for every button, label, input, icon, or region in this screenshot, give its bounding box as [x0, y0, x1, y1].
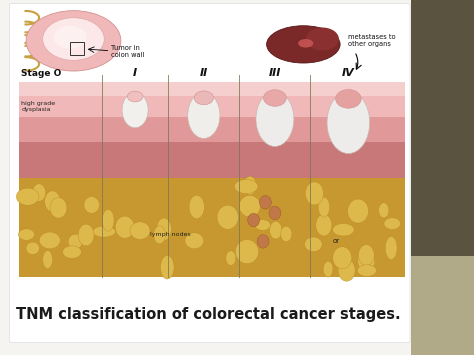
Ellipse shape: [338, 259, 355, 281]
Ellipse shape: [270, 222, 282, 239]
Ellipse shape: [189, 195, 204, 219]
Ellipse shape: [298, 39, 313, 48]
Ellipse shape: [247, 213, 259, 227]
Ellipse shape: [305, 182, 323, 205]
Ellipse shape: [17, 188, 39, 205]
Text: metastases to
other organs: metastases to other organs: [348, 34, 396, 47]
Ellipse shape: [32, 184, 46, 201]
Ellipse shape: [194, 91, 213, 105]
Ellipse shape: [26, 11, 121, 71]
FancyBboxPatch shape: [9, 4, 410, 343]
Ellipse shape: [347, 199, 368, 223]
Ellipse shape: [54, 26, 87, 49]
Ellipse shape: [234, 180, 258, 193]
Ellipse shape: [68, 234, 82, 249]
Ellipse shape: [102, 209, 114, 231]
Ellipse shape: [239, 195, 260, 217]
Bar: [19, 82, 405, 96]
Ellipse shape: [130, 222, 150, 239]
Ellipse shape: [385, 236, 397, 260]
Ellipse shape: [154, 226, 166, 244]
Ellipse shape: [84, 197, 100, 213]
Ellipse shape: [157, 218, 172, 241]
Bar: [19, 96, 405, 117]
Ellipse shape: [43, 18, 104, 60]
Bar: [411, 256, 474, 355]
Ellipse shape: [115, 216, 135, 238]
Ellipse shape: [78, 224, 94, 246]
Ellipse shape: [269, 206, 281, 220]
Ellipse shape: [379, 203, 389, 218]
Ellipse shape: [316, 214, 332, 236]
Text: I: I: [133, 68, 137, 78]
Bar: [19, 117, 405, 142]
Ellipse shape: [336, 89, 361, 108]
Ellipse shape: [257, 235, 269, 248]
Ellipse shape: [236, 240, 259, 264]
Ellipse shape: [161, 256, 174, 279]
Ellipse shape: [45, 191, 60, 212]
Ellipse shape: [50, 198, 67, 218]
Ellipse shape: [93, 226, 116, 237]
Ellipse shape: [43, 251, 53, 269]
Ellipse shape: [358, 250, 375, 272]
Ellipse shape: [333, 224, 354, 236]
Ellipse shape: [358, 245, 374, 266]
Ellipse shape: [281, 226, 292, 242]
Text: Tumor in
colon wall: Tumor in colon wall: [111, 45, 145, 58]
Bar: [70, 42, 84, 55]
Text: lymph nodes: lymph nodes: [150, 232, 191, 237]
Ellipse shape: [127, 91, 143, 102]
Ellipse shape: [306, 27, 339, 51]
Ellipse shape: [264, 90, 286, 106]
Text: III: III: [269, 68, 281, 78]
Text: IV: IV: [342, 68, 355, 78]
Text: Stage O: Stage O: [21, 69, 62, 78]
Ellipse shape: [256, 91, 294, 146]
Ellipse shape: [259, 196, 271, 209]
Ellipse shape: [39, 232, 60, 249]
Text: or: or: [333, 239, 340, 244]
Bar: [19, 142, 405, 178]
Ellipse shape: [63, 246, 82, 258]
Ellipse shape: [18, 229, 35, 240]
Ellipse shape: [318, 197, 330, 217]
Bar: [19, 178, 405, 277]
Ellipse shape: [226, 251, 236, 266]
Ellipse shape: [357, 265, 376, 277]
Ellipse shape: [327, 92, 370, 153]
Ellipse shape: [384, 218, 401, 229]
Ellipse shape: [266, 26, 340, 63]
Text: TNM classification of colorectal cancer stages.: TNM classification of colorectal cancer …: [16, 307, 401, 322]
Ellipse shape: [26, 242, 39, 255]
Text: II: II: [200, 68, 208, 78]
Ellipse shape: [323, 261, 333, 277]
Ellipse shape: [304, 237, 322, 252]
Ellipse shape: [333, 247, 352, 269]
Text: high grade
dysplasia: high grade dysplasia: [21, 101, 55, 112]
Ellipse shape: [255, 220, 271, 230]
Ellipse shape: [185, 233, 204, 249]
Ellipse shape: [244, 176, 256, 195]
Ellipse shape: [122, 92, 148, 128]
Bar: [411, 0, 474, 256]
Ellipse shape: [188, 92, 220, 138]
Ellipse shape: [217, 205, 238, 229]
